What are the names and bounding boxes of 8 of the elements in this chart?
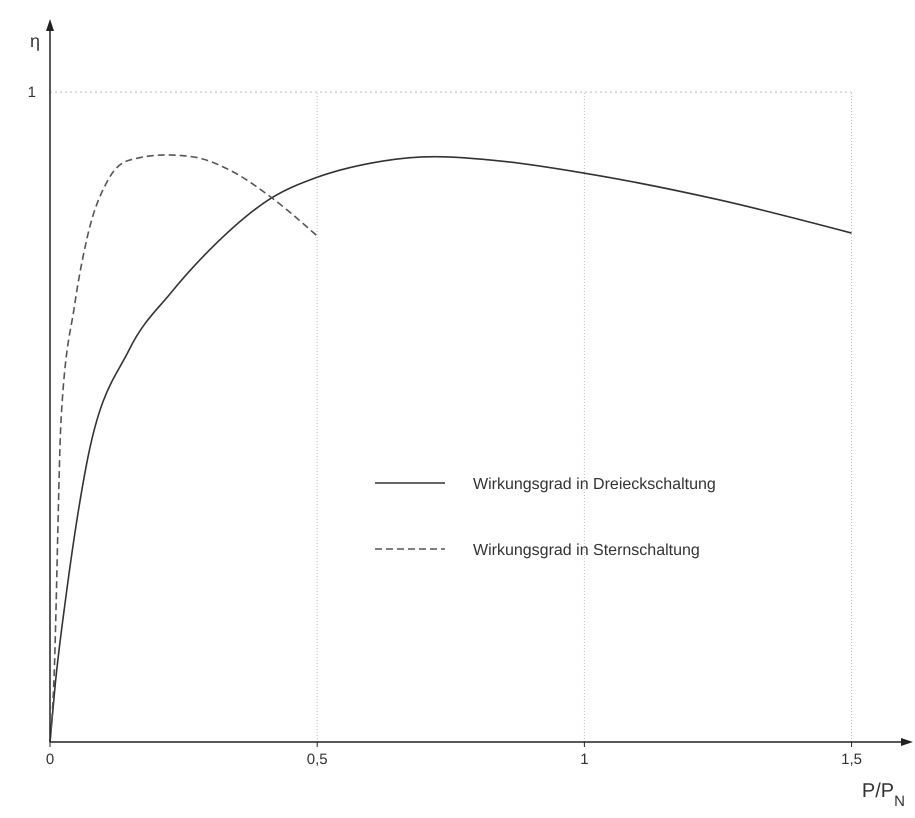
x-axis-title: P/P$_{N}$: [862, 780, 905, 810]
x-tick-label: 0: [46, 751, 54, 768]
text: η: [30, 31, 40, 51]
text: 0,5: [306, 751, 328, 768]
text: 1,5: [841, 751, 862, 768]
ref-line-label: 1: [28, 84, 36, 102]
legend-label: Wirkungsgrad in Dreieckschaltung: [473, 476, 716, 493]
legend-label: Wirkungsgrad in Sternschaltung: [473, 542, 700, 559]
